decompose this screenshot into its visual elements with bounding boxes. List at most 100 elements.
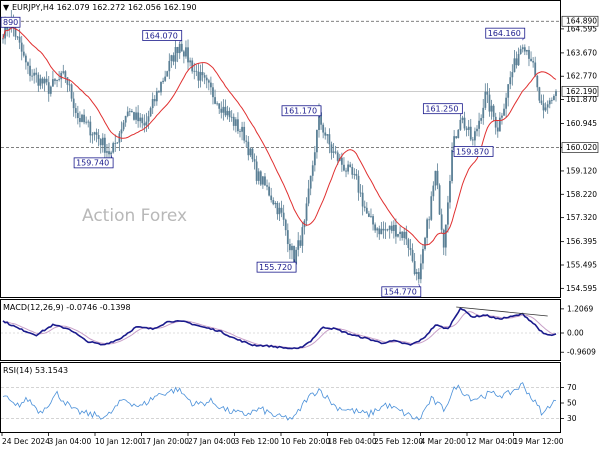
time-tick-label: 19 Mar 12:00 xyxy=(514,437,564,446)
candle xyxy=(434,170,437,191)
candle xyxy=(326,133,329,144)
candle xyxy=(417,268,420,284)
svg-text:154.770: 154.770 xyxy=(384,288,417,297)
candle xyxy=(274,201,277,209)
svg-text:164.890: 164.890 xyxy=(566,17,597,26)
candle xyxy=(291,243,293,260)
candle xyxy=(438,183,441,215)
candle xyxy=(424,236,426,251)
chart-header: EURJPY,H4 162.079 162.272 162.056 162.19… xyxy=(12,3,197,12)
candle xyxy=(74,103,77,119)
candle xyxy=(178,41,181,59)
candle xyxy=(91,132,94,144)
candle xyxy=(97,129,100,147)
candle xyxy=(199,64,202,88)
candle xyxy=(540,94,543,105)
candle xyxy=(251,147,254,163)
candle xyxy=(370,208,372,218)
candle xyxy=(332,143,335,159)
ohlc-high: 162.272 xyxy=(92,3,125,12)
candle xyxy=(16,35,19,40)
candle xyxy=(372,213,374,231)
candle xyxy=(239,128,241,138)
candle xyxy=(220,101,223,119)
price-tick-label: 163.670 xyxy=(566,48,597,57)
current-price-axis-label: 162.190 xyxy=(561,85,599,97)
candle xyxy=(484,83,487,111)
candle xyxy=(409,238,412,256)
price-tick-label: 160.945 xyxy=(566,119,597,128)
macd-panel-frame xyxy=(0,299,561,361)
candle xyxy=(37,72,40,92)
rsi-header: RSI(14) 53.1543 xyxy=(3,366,68,375)
candle xyxy=(249,147,252,158)
candle xyxy=(455,136,458,140)
candle xyxy=(103,133,106,161)
candle xyxy=(521,44,524,53)
candle xyxy=(388,225,391,239)
symbol-label: EURJPY,H4 xyxy=(12,3,54,12)
candle xyxy=(187,39,189,70)
candle xyxy=(81,113,83,123)
candle xyxy=(407,237,410,257)
candle xyxy=(353,168,356,180)
candle xyxy=(276,201,279,220)
candle xyxy=(542,94,545,119)
candle xyxy=(322,122,325,139)
candle xyxy=(29,58,31,82)
candle xyxy=(440,208,443,234)
candle xyxy=(316,129,318,159)
candle xyxy=(376,227,379,238)
candle xyxy=(478,112,480,137)
candle xyxy=(444,224,447,256)
candle xyxy=(166,70,169,77)
candle xyxy=(519,45,522,55)
candle xyxy=(334,145,337,155)
price-tick-label: 158.220 xyxy=(566,190,597,199)
candle xyxy=(328,128,331,154)
candle xyxy=(415,268,418,281)
candle xyxy=(158,90,160,93)
candle xyxy=(89,115,92,143)
candle xyxy=(41,76,44,89)
price-annotation: 161.250 xyxy=(422,103,463,116)
candle xyxy=(133,111,135,121)
candle xyxy=(176,46,179,63)
candle xyxy=(130,108,133,113)
candle xyxy=(83,109,85,125)
price-annotations: 164.070 159.740 161.170 155.720 154.770 161.2… xyxy=(0,16,526,298)
price-annotation: 154.770 xyxy=(381,283,422,298)
candle xyxy=(149,106,152,117)
candle xyxy=(546,100,549,114)
candle xyxy=(99,138,102,154)
candle xyxy=(282,204,285,226)
candle xyxy=(503,103,505,116)
candle xyxy=(446,195,449,233)
candle xyxy=(345,167,347,178)
candle xyxy=(507,84,510,107)
candle xyxy=(367,210,370,218)
time-tick-label: 3 Jan 04:00 xyxy=(49,437,92,446)
candle xyxy=(64,70,67,83)
candle xyxy=(147,110,150,129)
candle xyxy=(532,57,535,68)
candle xyxy=(255,155,258,185)
candle xyxy=(392,220,395,239)
candle xyxy=(523,44,526,56)
candle xyxy=(517,47,520,66)
candle xyxy=(461,115,464,124)
candle xyxy=(288,238,291,259)
candle xyxy=(141,114,144,129)
candle xyxy=(112,141,115,154)
candle xyxy=(72,92,75,117)
candle xyxy=(548,97,551,109)
macd-tick-label: -0.9609 xyxy=(567,348,596,357)
price-annotation: 890 xyxy=(0,16,21,28)
symbol-triangle-icon: ▼ xyxy=(3,3,10,12)
candle xyxy=(182,49,185,64)
candle xyxy=(382,221,385,239)
candle xyxy=(555,89,557,102)
candle xyxy=(538,86,541,104)
candle xyxy=(31,69,34,81)
